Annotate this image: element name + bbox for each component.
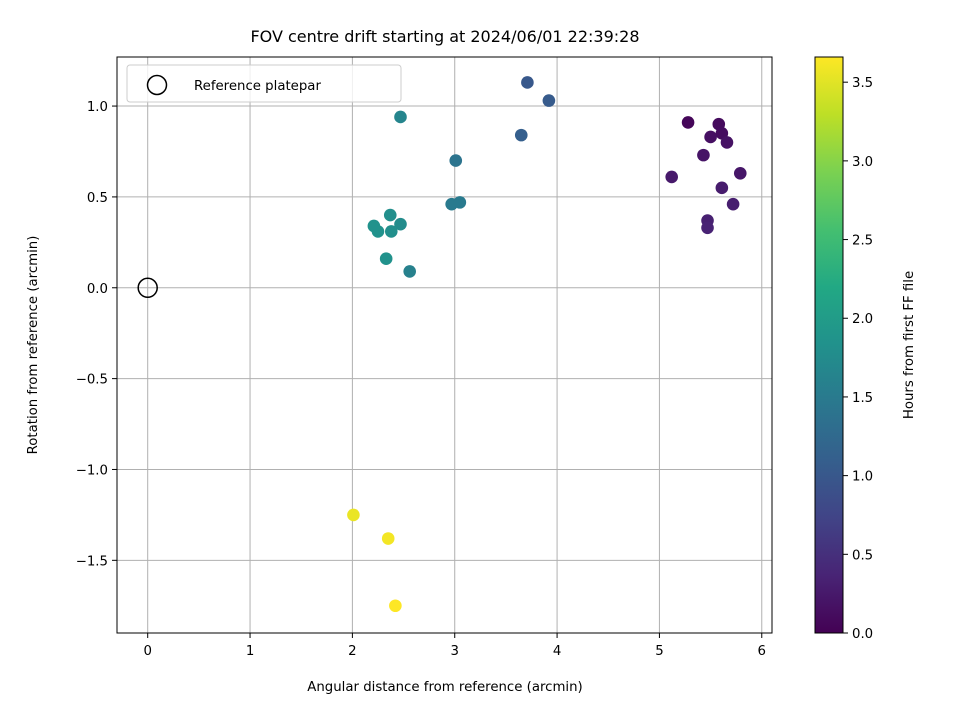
colorbar-tick-label: 2.0	[852, 312, 873, 327]
x-tick-label: 2	[348, 644, 356, 659]
chart-title: FOV centre drift starting at 2024/06/01 …	[250, 27, 639, 46]
colorbar-label: Hours from first FF file	[902, 271, 917, 419]
x-tick-label: 3	[451, 644, 459, 659]
data-point	[389, 599, 402, 613]
plot-frame	[116, 56, 773, 634]
data-point	[394, 217, 407, 231]
legend-box	[126, 64, 402, 103]
y-tick-label: −1.0	[76, 463, 108, 478]
x-tick-label: 4	[553, 644, 561, 659]
data-point	[453, 196, 467, 209]
data-point	[379, 252, 393, 265]
data-point	[403, 265, 417, 278]
x-axis-label: Angular distance from reference (arcmin)	[307, 680, 582, 695]
data-point	[521, 76, 534, 89]
y-tick-label: 0.5	[87, 191, 108, 206]
y-axis-ticks: 1.0 0.5 0.0 −0.5 −1.0 −1.5	[76, 100, 117, 569]
legend-label: Reference platepar	[194, 79, 321, 94]
colorbar-tick-label: 0.0	[852, 627, 873, 642]
data-point	[720, 136, 734, 149]
x-axis-ticks: 0 1 2 3 4 5 6	[143, 633, 766, 659]
data-point	[371, 225, 385, 238]
x-tick-label: 6	[758, 644, 766, 659]
reference-marker	[137, 277, 158, 299]
data-point	[704, 130, 717, 144]
y-axis-label: Rotation from reference (arcmin)	[26, 236, 41, 455]
x-tick-label: 1	[246, 644, 254, 659]
y-tick-label: 1.0	[87, 100, 108, 115]
x-tick-label: 0	[143, 644, 151, 659]
data-points	[347, 76, 747, 613]
data-point	[383, 208, 397, 222]
colorbar-tick-label: 1.0	[852, 470, 873, 485]
data-point	[726, 197, 740, 211]
data-point	[347, 508, 360, 522]
colorbar	[814, 56, 844, 634]
data-point	[449, 154, 463, 167]
data-point	[681, 116, 695, 129]
colorbar-ticks: 0.0 0.5 1.0 1.5 2.0 2.5 3.0 3.5	[843, 76, 873, 642]
data-point	[384, 225, 398, 238]
colorbar-tick-label: 2.5	[852, 234, 873, 249]
legend-marker	[146, 74, 168, 96]
data-point	[733, 166, 747, 180]
legend: Reference platepar	[126, 64, 402, 103]
colorbar-tick-label: 0.5	[852, 548, 873, 563]
y-tick-label: −1.5	[76, 554, 108, 569]
data-point	[701, 221, 714, 235]
colorbar-tick-label: 3.0	[852, 155, 873, 170]
colorbar-tick-label: 3.5	[852, 76, 873, 91]
plot-area	[117, 57, 772, 633]
data-point	[542, 94, 556, 107]
x-tick-label: 5	[655, 644, 663, 659]
data-point	[514, 128, 528, 142]
grid	[117, 57, 772, 633]
y-tick-label: −0.5	[76, 373, 108, 388]
data-point	[715, 181, 729, 195]
colorbar-tick-label: 1.5	[852, 391, 873, 406]
data-point	[697, 148, 710, 162]
data-point	[394, 110, 407, 124]
y-tick-label: 0.0	[87, 282, 108, 297]
data-point	[665, 170, 679, 184]
data-point	[381, 532, 395, 545]
